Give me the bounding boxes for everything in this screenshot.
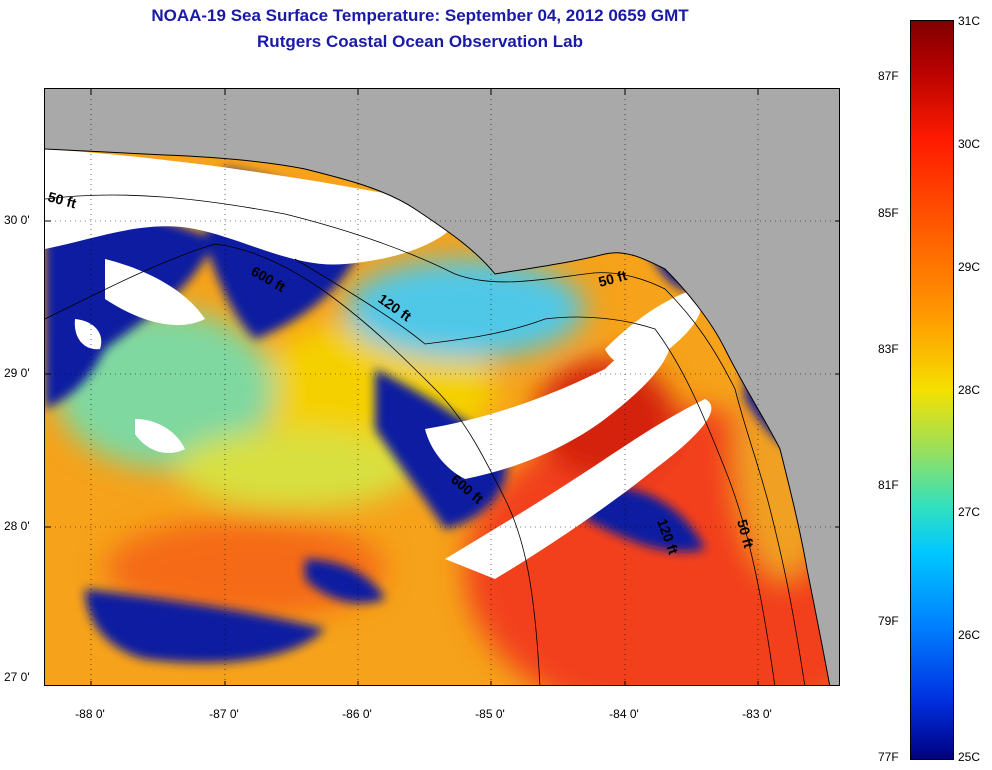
lat-label: 30 0' (4, 213, 30, 227)
celsius-label: 29C (958, 260, 981, 274)
contour-label: 50 ft (734, 518, 757, 550)
contour-label: 50 ft (46, 188, 78, 211)
lon-label: -87 0' (209, 707, 239, 721)
celsius-label: 30C (958, 137, 981, 151)
fahrenheit-label: 79F (878, 614, 899, 628)
land-mask (45, 89, 839, 685)
fahrenheit-label: 85F (878, 206, 899, 220)
fahrenheit-label: 77F (878, 750, 899, 764)
fahrenheit-label: 83F (878, 342, 899, 356)
celsius-label: 25C (958, 750, 981, 764)
celsius-label: 26C (958, 628, 981, 642)
celsius-label: 31C (958, 14, 981, 28)
lat-label: 28 0' (4, 519, 30, 533)
lat-label: 27 0' (4, 670, 30, 684)
celsius-label: 28C (958, 383, 981, 397)
celsius-label: 27C (958, 505, 981, 519)
lon-label: -86 0' (342, 707, 372, 721)
map-title: NOAA-19 Sea Surface Temperature: Septemb… (151, 6, 689, 25)
lat-label: 29 0' (4, 366, 30, 380)
fahrenheit-label: 81F (878, 478, 899, 492)
map-subtitle: Rutgers Coastal Ocean Observation Lab (257, 32, 583, 51)
coastline (45, 148, 831, 685)
fahrenheit-label: 87F (878, 69, 899, 83)
contour-label: 50 ft (597, 267, 629, 290)
depth-contours (45, 194, 806, 685)
lon-label: -84 0' (609, 707, 639, 721)
sst-map: 50 ft 600 ft 120 ft 50 ft 600 ft 120 ft … (44, 88, 840, 686)
lon-label: -83 0' (742, 707, 772, 721)
lon-label: -85 0' (475, 707, 505, 721)
temperature-colorbar (910, 20, 954, 760)
lon-label: -88 0' (75, 707, 105, 721)
